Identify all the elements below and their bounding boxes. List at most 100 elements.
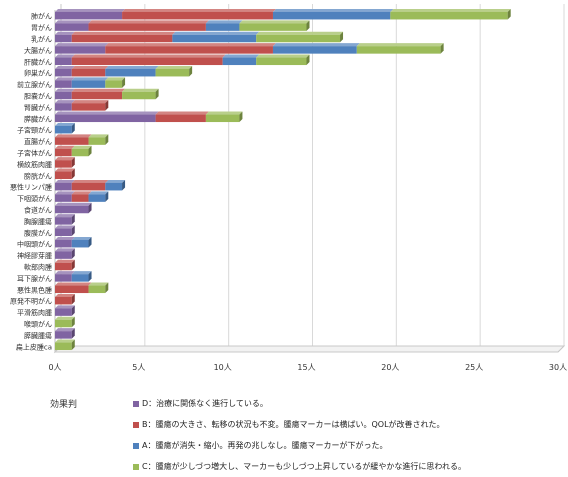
bar-segment — [55, 236, 75, 248]
bar-segment — [55, 157, 75, 168]
bar-segment — [71, 65, 109, 77]
bar-front — [55, 91, 72, 100]
bar-top — [272, 8, 394, 12]
bar-top — [105, 179, 126, 183]
bar-top — [55, 8, 126, 12]
category-label: 前立腺がん — [17, 80, 52, 89]
bar-side — [71, 328, 75, 339]
bar-front — [256, 34, 341, 43]
category-label: 中咽頭がん — [17, 240, 52, 249]
x-tick-label: 0人 — [48, 363, 61, 372]
bar-side — [122, 77, 126, 88]
bar-top — [172, 31, 260, 35]
bar-top — [55, 145, 75, 149]
bar-segment — [222, 54, 260, 66]
bar-top — [239, 20, 310, 24]
legend-label: C：腫瘍が少しづつ増大し、マーカーも少しづつ上昇しているが緩やかな進行に思われる… — [142, 462, 466, 471]
bar-front — [55, 80, 72, 88]
legend-item: C：腫瘍が少しづつ増大し、マーカーも少しづつ上昇しているが緩やかな進行に思われる… — [133, 456, 466, 477]
bar-segment — [71, 31, 176, 43]
bar-top — [122, 8, 276, 12]
bar-top — [71, 88, 126, 92]
bar-front — [55, 342, 72, 351]
bar-segment — [105, 65, 159, 77]
bar-front — [55, 34, 72, 43]
bar-segment — [122, 8, 276, 20]
bar-side — [71, 305, 75, 316]
bar-top — [71, 271, 92, 275]
bar-front — [55, 319, 72, 328]
bar-front — [55, 274, 72, 282]
legend-swatch — [133, 400, 139, 407]
bar-segment — [55, 168, 75, 180]
bar-segment — [55, 271, 75, 282]
category-label: 悪性黒色腫 — [17, 285, 52, 294]
bar-segment — [122, 88, 159, 100]
bar-top — [88, 134, 109, 138]
bar-top — [105, 65, 159, 69]
bar-front — [55, 137, 89, 145]
bar-front — [272, 11, 391, 20]
category-label: 肺がん — [31, 12, 52, 21]
x-tick-label: 5人 — [132, 363, 145, 372]
bar-side — [71, 122, 75, 134]
floor-plane — [53, 345, 566, 353]
bar-segment — [88, 134, 109, 145]
bar-front — [122, 91, 156, 100]
bar-front — [122, 11, 273, 20]
bar-top — [105, 77, 126, 81]
bar-side — [306, 54, 310, 66]
bar-segment — [172, 31, 260, 43]
bar-segment — [55, 328, 75, 339]
bar-top — [88, 282, 109, 286]
bar-top — [55, 236, 75, 240]
bar-segment — [205, 20, 243, 31]
bar-side — [155, 88, 159, 100]
bar-top — [55, 20, 92, 24]
bar-side — [71, 248, 75, 259]
bar-segment — [55, 145, 75, 157]
bar-top — [222, 54, 260, 58]
x-tick-label: 30人 — [549, 363, 567, 372]
bar-front — [71, 57, 223, 66]
category-label: 軟部肉腫 — [24, 263, 52, 272]
bar-front — [105, 182, 123, 191]
bar-segment — [55, 248, 75, 259]
bar-top — [55, 134, 92, 138]
bar-front — [155, 68, 190, 77]
category-label: 膀胱がん — [24, 171, 52, 180]
category-label: 扁上皮腫ca — [16, 342, 52, 351]
bar-segment — [55, 100, 75, 111]
bar-top — [55, 88, 75, 92]
bar-top — [55, 122, 75, 126]
bar-side — [105, 134, 109, 145]
legend-title: 効果判 — [50, 400, 78, 410]
category-label: 乳がん — [31, 35, 52, 44]
bar-segment — [55, 111, 159, 123]
bar-top — [55, 100, 75, 104]
x-tick-label: 25人 — [465, 363, 483, 372]
legend-swatch — [133, 442, 139, 449]
bar-side — [71, 339, 75, 351]
bar-segment — [88, 191, 109, 202]
legend-label: A：腫瘍が消失・縮小。再発の兆しなし。腫瘍マーカーが下がった。 — [142, 441, 388, 450]
bar-segment — [55, 179, 75, 191]
bar-side — [105, 282, 109, 294]
bar-front — [155, 114, 206, 123]
bar-front — [205, 114, 240, 123]
bar-side — [71, 293, 75, 305]
bar-front — [71, 80, 106, 88]
bar-front — [88, 137, 106, 145]
bar-top — [71, 100, 109, 104]
bar-top — [55, 316, 75, 320]
bar-top — [71, 31, 176, 35]
bar-segment — [55, 305, 75, 316]
bar-top — [256, 54, 310, 58]
bar-top — [55, 293, 75, 297]
bar-front — [71, 68, 106, 77]
bar-segment — [55, 65, 75, 77]
bar-top — [71, 179, 109, 183]
bar-front — [390, 11, 508, 20]
bar-segment — [155, 65, 193, 77]
